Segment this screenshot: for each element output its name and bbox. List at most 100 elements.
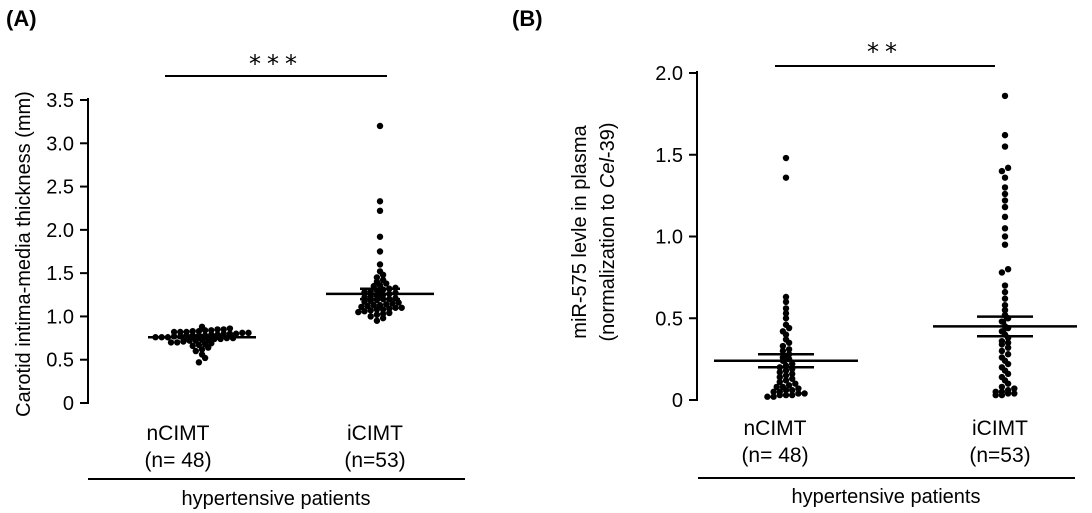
data-point <box>1004 370 1012 378</box>
data-point <box>789 391 796 399</box>
y-tick-label: 1.5 <box>46 263 74 285</box>
data-point <box>198 346 206 353</box>
data-point <box>245 329 252 337</box>
data-point <box>992 391 999 399</box>
data-point <box>376 248 384 255</box>
data-point <box>782 315 790 322</box>
data-point <box>1004 360 1012 368</box>
data-point <box>383 280 390 287</box>
data-point <box>998 383 1006 391</box>
data-point <box>1004 164 1012 172</box>
panel-b-significance-stars: ** <box>867 38 903 66</box>
y-tick-label: 3.0 <box>46 133 74 155</box>
data-point <box>214 326 221 333</box>
data-point <box>376 198 384 205</box>
data-point <box>1004 390 1012 397</box>
y-tick-label: 0.5 <box>46 350 74 372</box>
panel-a-group-2-label: iCIMT <box>347 422 403 445</box>
data-point <box>1001 197 1009 204</box>
data-point <box>376 122 384 130</box>
data-point <box>1001 225 1009 232</box>
data-point <box>998 318 1006 325</box>
data-point <box>174 339 181 346</box>
data-point <box>785 324 793 332</box>
panel-a-group-1-label: nCIMT <box>147 422 210 445</box>
data-point <box>776 369 783 376</box>
data-point <box>795 390 802 397</box>
panel-b-group-2-n: (n=53) <box>969 444 1030 467</box>
data-point <box>1001 306 1009 314</box>
panel-b-y-axis-label-line2: (normalization to Cel-39) <box>597 123 619 342</box>
panel-b-y-axis-label-line1: miR-575 levle in plasma <box>569 124 591 338</box>
data-point <box>1001 213 1009 221</box>
data-point <box>782 293 790 301</box>
data-point <box>782 391 790 399</box>
data-point <box>201 327 209 334</box>
data-point <box>1001 282 1009 289</box>
panel-b-mean-sem <box>714 315 1077 369</box>
panel-b-group-1-label: nCIMT <box>744 417 807 440</box>
data-point <box>367 307 374 314</box>
data-point <box>195 359 203 366</box>
data-point <box>1011 390 1018 397</box>
data-point <box>367 313 374 320</box>
y-tick-label: 3.5 <box>46 90 74 112</box>
data-point <box>192 347 199 355</box>
data-point <box>355 308 362 316</box>
data-point <box>998 167 1006 175</box>
data-point <box>1001 295 1009 302</box>
data-point <box>782 372 790 379</box>
panel-a-group-2-n: (n=53) <box>344 449 405 472</box>
data-point <box>1004 266 1012 273</box>
data-point <box>782 298 790 306</box>
data-point <box>785 339 793 346</box>
data-point <box>1001 288 1009 296</box>
data-point <box>1001 241 1009 248</box>
data-point <box>201 354 209 362</box>
data-point <box>782 377 790 384</box>
data-point <box>789 360 796 368</box>
panel-a-group-1-n: (n= 48) <box>144 449 211 472</box>
data-point <box>376 233 384 240</box>
data-point <box>776 373 783 381</box>
data-point <box>998 269 1006 276</box>
data-point <box>1001 203 1009 211</box>
data-point <box>773 383 780 391</box>
data-point <box>764 393 771 400</box>
data-point <box>998 391 1006 399</box>
data-point <box>386 309 393 317</box>
panel-a-label: (A) <box>6 6 37 31</box>
data-point <box>776 391 783 399</box>
panel-a-axes: 0 0.5 1.0 1.5 2.0 2.5 3.0 3.5 <box>46 90 89 415</box>
data-point <box>1001 190 1009 198</box>
data-point <box>373 306 381 313</box>
data-point <box>1001 184 1009 191</box>
panel-b-label: (B) <box>512 6 543 31</box>
data-point <box>1011 385 1018 392</box>
data-point <box>1001 301 1009 309</box>
data-point <box>373 317 381 324</box>
data-point <box>1001 143 1009 150</box>
data-point <box>795 385 802 392</box>
data-point <box>782 154 790 162</box>
panel-a-significance-stars: *** <box>249 50 303 78</box>
data-point <box>782 310 790 317</box>
data-point <box>1004 339 1012 346</box>
y-tick-label: 1.5 <box>655 145 683 167</box>
data-point <box>998 341 1006 348</box>
y-tick-label: 2.0 <box>46 220 74 242</box>
data-point <box>785 346 793 353</box>
data-point <box>789 375 796 382</box>
data-point <box>373 311 381 318</box>
data-point <box>779 347 787 355</box>
panel-b-group-2-label: iCIMT <box>972 417 1028 440</box>
data-point <box>782 305 790 312</box>
data-point <box>1001 174 1009 181</box>
data-point <box>226 325 234 332</box>
data-point <box>398 304 405 311</box>
data-point <box>189 342 196 350</box>
panel-a: (A) Carotid intima-media thickness (mm) … <box>6 6 465 510</box>
data-point <box>782 331 790 338</box>
data-point <box>998 347 1006 355</box>
